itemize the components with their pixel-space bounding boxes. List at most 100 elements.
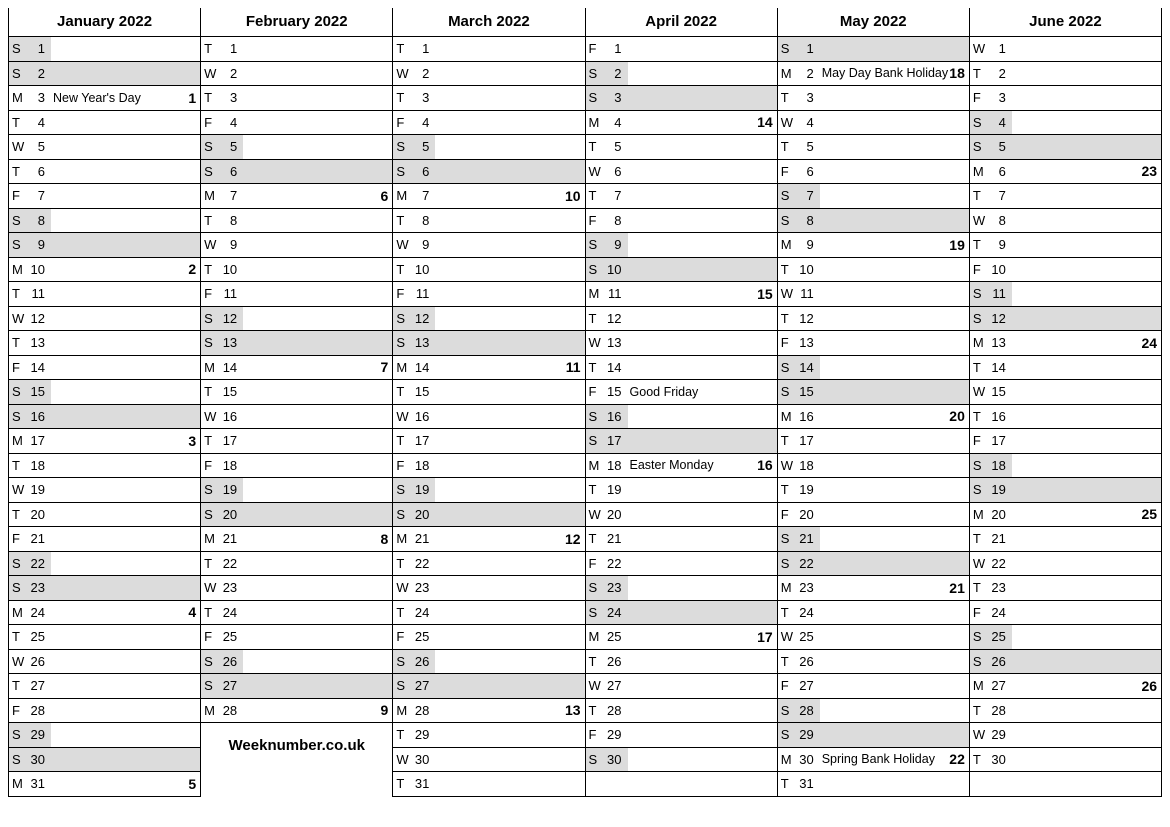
day-of-week: M [201, 360, 219, 375]
day-row: T24 [393, 601, 584, 626]
day-of-week: S [778, 41, 796, 56]
month-title: June 2022 [970, 8, 1161, 37]
day-number: 1 [219, 41, 241, 56]
day-of-week: S [586, 433, 604, 448]
day-number: 7 [988, 188, 1010, 203]
day-number: 31 [796, 776, 818, 791]
day-row: S8 [9, 209, 200, 234]
day-number: 27 [796, 678, 818, 693]
day-of-week: F [586, 556, 604, 571]
day-number: 1 [604, 41, 626, 56]
day-of-week: M [778, 237, 796, 252]
day-of-week: S [586, 409, 604, 424]
day-number: 15 [988, 384, 1010, 399]
week-number: 7 [381, 359, 389, 375]
day-of-week: M [9, 90, 27, 105]
day-of-week: S [201, 139, 219, 154]
day-of-week: M [586, 458, 604, 473]
day-of-week: T [393, 605, 411, 620]
day-number: 5 [604, 139, 626, 154]
day-number: 24 [219, 605, 241, 620]
day-of-week: T [778, 482, 796, 497]
day-of-week: T [393, 213, 411, 228]
day-number: 13 [27, 335, 49, 350]
day-number: 10 [411, 262, 433, 277]
day-of-week: T [201, 433, 219, 448]
day-number: 21 [988, 531, 1010, 546]
month-column: March 2022T1W2T3F4S5S6M710T8W9T10F11S12S… [392, 8, 584, 797]
month-column: February 2022T1W2T3F4S5S6M76T8W9T10F11S1… [200, 8, 392, 797]
day-of-week: S [970, 115, 988, 130]
day-row: T17 [201, 429, 392, 454]
day-row: S22 [9, 552, 200, 577]
day-number: 31 [411, 776, 433, 791]
day-row: F18 [201, 454, 392, 479]
day-of-week: S [201, 482, 219, 497]
day-number: 8 [219, 213, 241, 228]
day-number: 13 [219, 335, 241, 350]
blank-row [970, 772, 1161, 797]
day-number: 28 [796, 703, 818, 718]
day-row: M2517 [586, 625, 777, 650]
day-number: 22 [988, 556, 1010, 571]
day-number: 17 [604, 433, 626, 448]
day-row: M414 [586, 111, 777, 136]
day-of-week: T [970, 237, 988, 252]
day-number: 11 [411, 286, 433, 301]
day-of-week: S [778, 703, 796, 718]
day-of-week: T [778, 311, 796, 326]
day-row: W27 [586, 674, 777, 699]
day-row: T23 [970, 576, 1161, 601]
day-of-week: F [9, 188, 27, 203]
week-number: 4 [188, 604, 196, 620]
day-number: 20 [219, 507, 241, 522]
day-row: T8 [393, 209, 584, 234]
day-of-week: M [970, 164, 988, 179]
day-row: M1411 [393, 356, 584, 381]
day-number: 8 [796, 213, 818, 228]
day-number: 14 [796, 360, 818, 375]
day-number: 7 [604, 188, 626, 203]
day-of-week: F [9, 703, 27, 718]
day-of-week: S [970, 311, 988, 326]
day-of-week: T [586, 703, 604, 718]
day-row: T26 [778, 650, 969, 675]
day-row: M623 [970, 160, 1161, 185]
day-of-week: T [778, 262, 796, 277]
day-number: 22 [219, 556, 241, 571]
week-number: 21 [949, 580, 965, 596]
day-of-week: W [586, 164, 604, 179]
day-of-week: T [393, 776, 411, 791]
day-number: 27 [604, 678, 626, 693]
day-of-week: T [970, 409, 988, 424]
day-number: 13 [988, 335, 1010, 350]
day-number: 28 [219, 703, 241, 718]
day-of-week: S [393, 311, 411, 326]
day-number: 11 [604, 286, 626, 301]
day-of-week: M [9, 433, 27, 448]
day-of-week: S [586, 580, 604, 595]
day-row: S9 [9, 233, 200, 258]
day-row: T5 [778, 135, 969, 160]
day-row: S15 [9, 380, 200, 405]
day-number: 4 [411, 115, 433, 130]
day-row: S9 [586, 233, 777, 258]
day-number: 14 [219, 360, 241, 375]
day-of-week: W [393, 409, 411, 424]
day-of-week: F [586, 384, 604, 399]
day-of-week: M [393, 531, 411, 546]
day-row: F1 [586, 37, 777, 62]
day-of-week: S [778, 556, 796, 571]
day-number: 3 [988, 90, 1010, 105]
day-of-week: W [970, 556, 988, 571]
day-number: 22 [604, 556, 626, 571]
day-row: W1 [970, 37, 1161, 62]
day-number: 15 [411, 384, 433, 399]
day-of-week: T [970, 703, 988, 718]
day-number: 4 [27, 115, 49, 130]
day-of-week: W [586, 678, 604, 693]
day-of-week: F [393, 115, 411, 130]
day-row: W29 [970, 723, 1161, 748]
day-of-week: W [9, 482, 27, 497]
day-row: F27 [778, 674, 969, 699]
